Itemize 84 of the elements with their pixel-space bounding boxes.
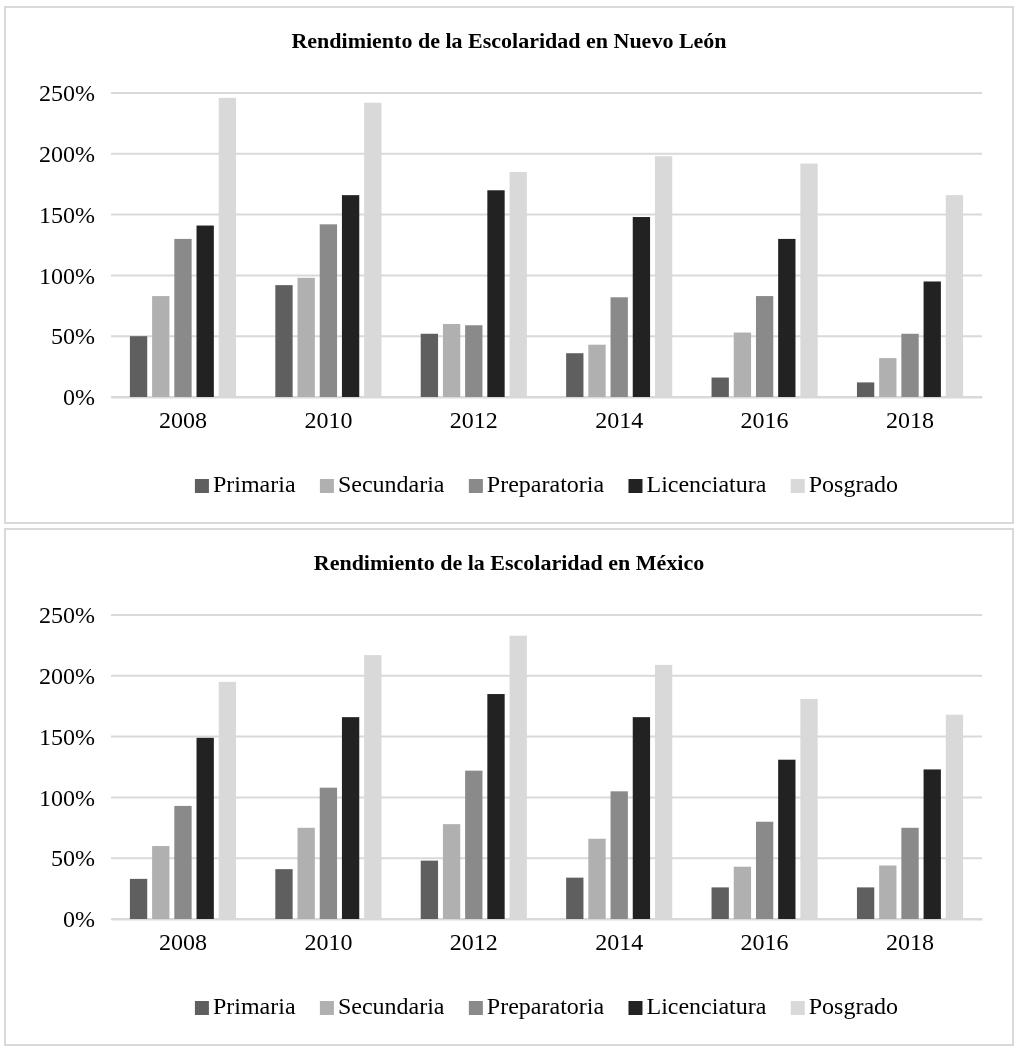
bar (420, 333, 439, 397)
bar (487, 694, 505, 919)
legend-label: Licenciatura (646, 993, 767, 1019)
x-tick-label: 2014 (595, 407, 644, 434)
bar (465, 325, 483, 397)
x-tick-label: 2008 (158, 407, 207, 434)
bar (319, 787, 338, 919)
bar (129, 878, 148, 919)
y-tick-label: 200% (39, 662, 95, 689)
bar (297, 827, 315, 919)
y-tick-label: 50% (51, 323, 95, 350)
bar (442, 324, 461, 397)
bar (174, 805, 192, 919)
bar (275, 285, 293, 397)
bar (341, 717, 360, 919)
y-tick-label: 250% (39, 80, 95, 107)
x-tick-label: 2018 (886, 929, 935, 956)
y-tick-label: 100% (39, 784, 95, 811)
bar (174, 238, 192, 397)
bar (465, 770, 483, 919)
bar (632, 217, 651, 397)
x-tick-label: 2016 (740, 407, 789, 434)
y-tick-label: 200% (39, 140, 95, 167)
y-tick-label: 0% (63, 906, 95, 933)
legend-label: Secundaria (337, 471, 445, 497)
bar (632, 717, 651, 919)
bar (778, 759, 796, 919)
bar (711, 887, 729, 919)
bar (879, 358, 897, 397)
x-tick-label: 2010 (304, 407, 353, 434)
bar (778, 238, 796, 397)
y-tick-label: 0% (63, 384, 95, 411)
bar (341, 195, 360, 397)
bar (566, 353, 584, 397)
bar (755, 296, 774, 397)
bar (901, 333, 919, 397)
legend-label: Preparatoria (486, 471, 605, 497)
bar (152, 846, 170, 919)
x-tick-label: 2016 (740, 929, 789, 956)
y-tick-label: 100% (39, 262, 95, 289)
x-tick-label: 2014 (595, 929, 644, 956)
bar (152, 296, 170, 397)
bar (610, 791, 628, 919)
legend-label: Posgrado (808, 471, 899, 497)
legend-label: Primaria (212, 993, 296, 1019)
chart-title: Rendimiento de la Escolaridad en Nuevo León (291, 28, 727, 53)
bar (856, 382, 875, 397)
y-tick-label: 150% (39, 723, 95, 750)
bar (566, 877, 584, 919)
y-tick-label: 50% (51, 845, 95, 872)
bar (733, 866, 752, 919)
chart-title: Rendimiento de la Escolaridad en México (313, 550, 705, 575)
y-tick-label: 250% (39, 602, 95, 629)
y-tick-label: 150% (39, 201, 95, 228)
x-tick-label: 2012 (449, 407, 498, 434)
legend-label: Preparatoria (486, 993, 605, 1019)
bar (275, 869, 293, 919)
bar (733, 332, 752, 397)
bar (588, 344, 606, 397)
bar (196, 225, 214, 397)
legend-label: Secundaria (337, 993, 445, 1019)
bar (196, 737, 214, 919)
bar (879, 865, 897, 919)
bar (923, 769, 941, 919)
legend-label: Posgrado (808, 993, 899, 1019)
x-tick-label: 2012 (449, 929, 498, 956)
x-tick-label: 2018 (886, 407, 935, 434)
bar (442, 824, 461, 919)
bar (487, 190, 505, 397)
bar (755, 821, 774, 919)
x-tick-label: 2010 (304, 929, 353, 956)
bar (923, 281, 941, 397)
bar (588, 838, 606, 919)
bar (711, 377, 729, 397)
bar (856, 887, 875, 919)
bar (129, 336, 148, 397)
bar (610, 297, 628, 397)
bar (420, 860, 439, 919)
bar (297, 277, 315, 397)
legend-label: Primaria (212, 471, 296, 497)
legend-label: Licenciatura (646, 471, 767, 497)
bar (319, 224, 338, 397)
bar (901, 827, 919, 919)
x-tick-label: 2008 (158, 929, 207, 956)
